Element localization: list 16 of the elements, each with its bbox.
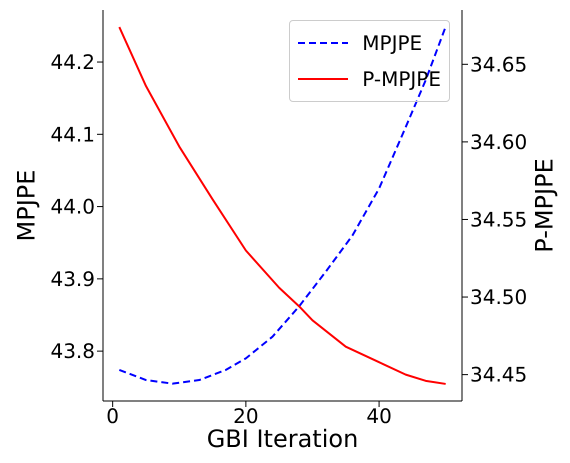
y2-tick-label: 34.45 <box>470 362 528 387</box>
y2-tick-label: 34.50 <box>470 285 528 310</box>
y-tick-label: 44.0 <box>50 194 95 219</box>
legend-label: MPJPE <box>362 31 422 55</box>
x-tick-label: 40 <box>366 404 392 428</box>
y2-tick-label: 34.65 <box>470 52 528 76</box>
y2-tick-label: 34.55 <box>470 208 528 232</box>
y-tick-label: 43.9 <box>50 266 95 291</box>
y-tick-label: 43.8 <box>50 339 95 364</box>
x-tick-label: 0 <box>106 404 120 428</box>
y2-axis-title: P-MPJPE <box>530 158 559 253</box>
y-axis-title: MPJPE <box>12 170 41 242</box>
y-tick-label: 44.1 <box>50 122 95 146</box>
y-tick-label: 44.2 <box>50 50 95 74</box>
y2-tick-label: 34.60 <box>470 130 528 154</box>
legend-label: P-MPJPE <box>362 67 441 91</box>
